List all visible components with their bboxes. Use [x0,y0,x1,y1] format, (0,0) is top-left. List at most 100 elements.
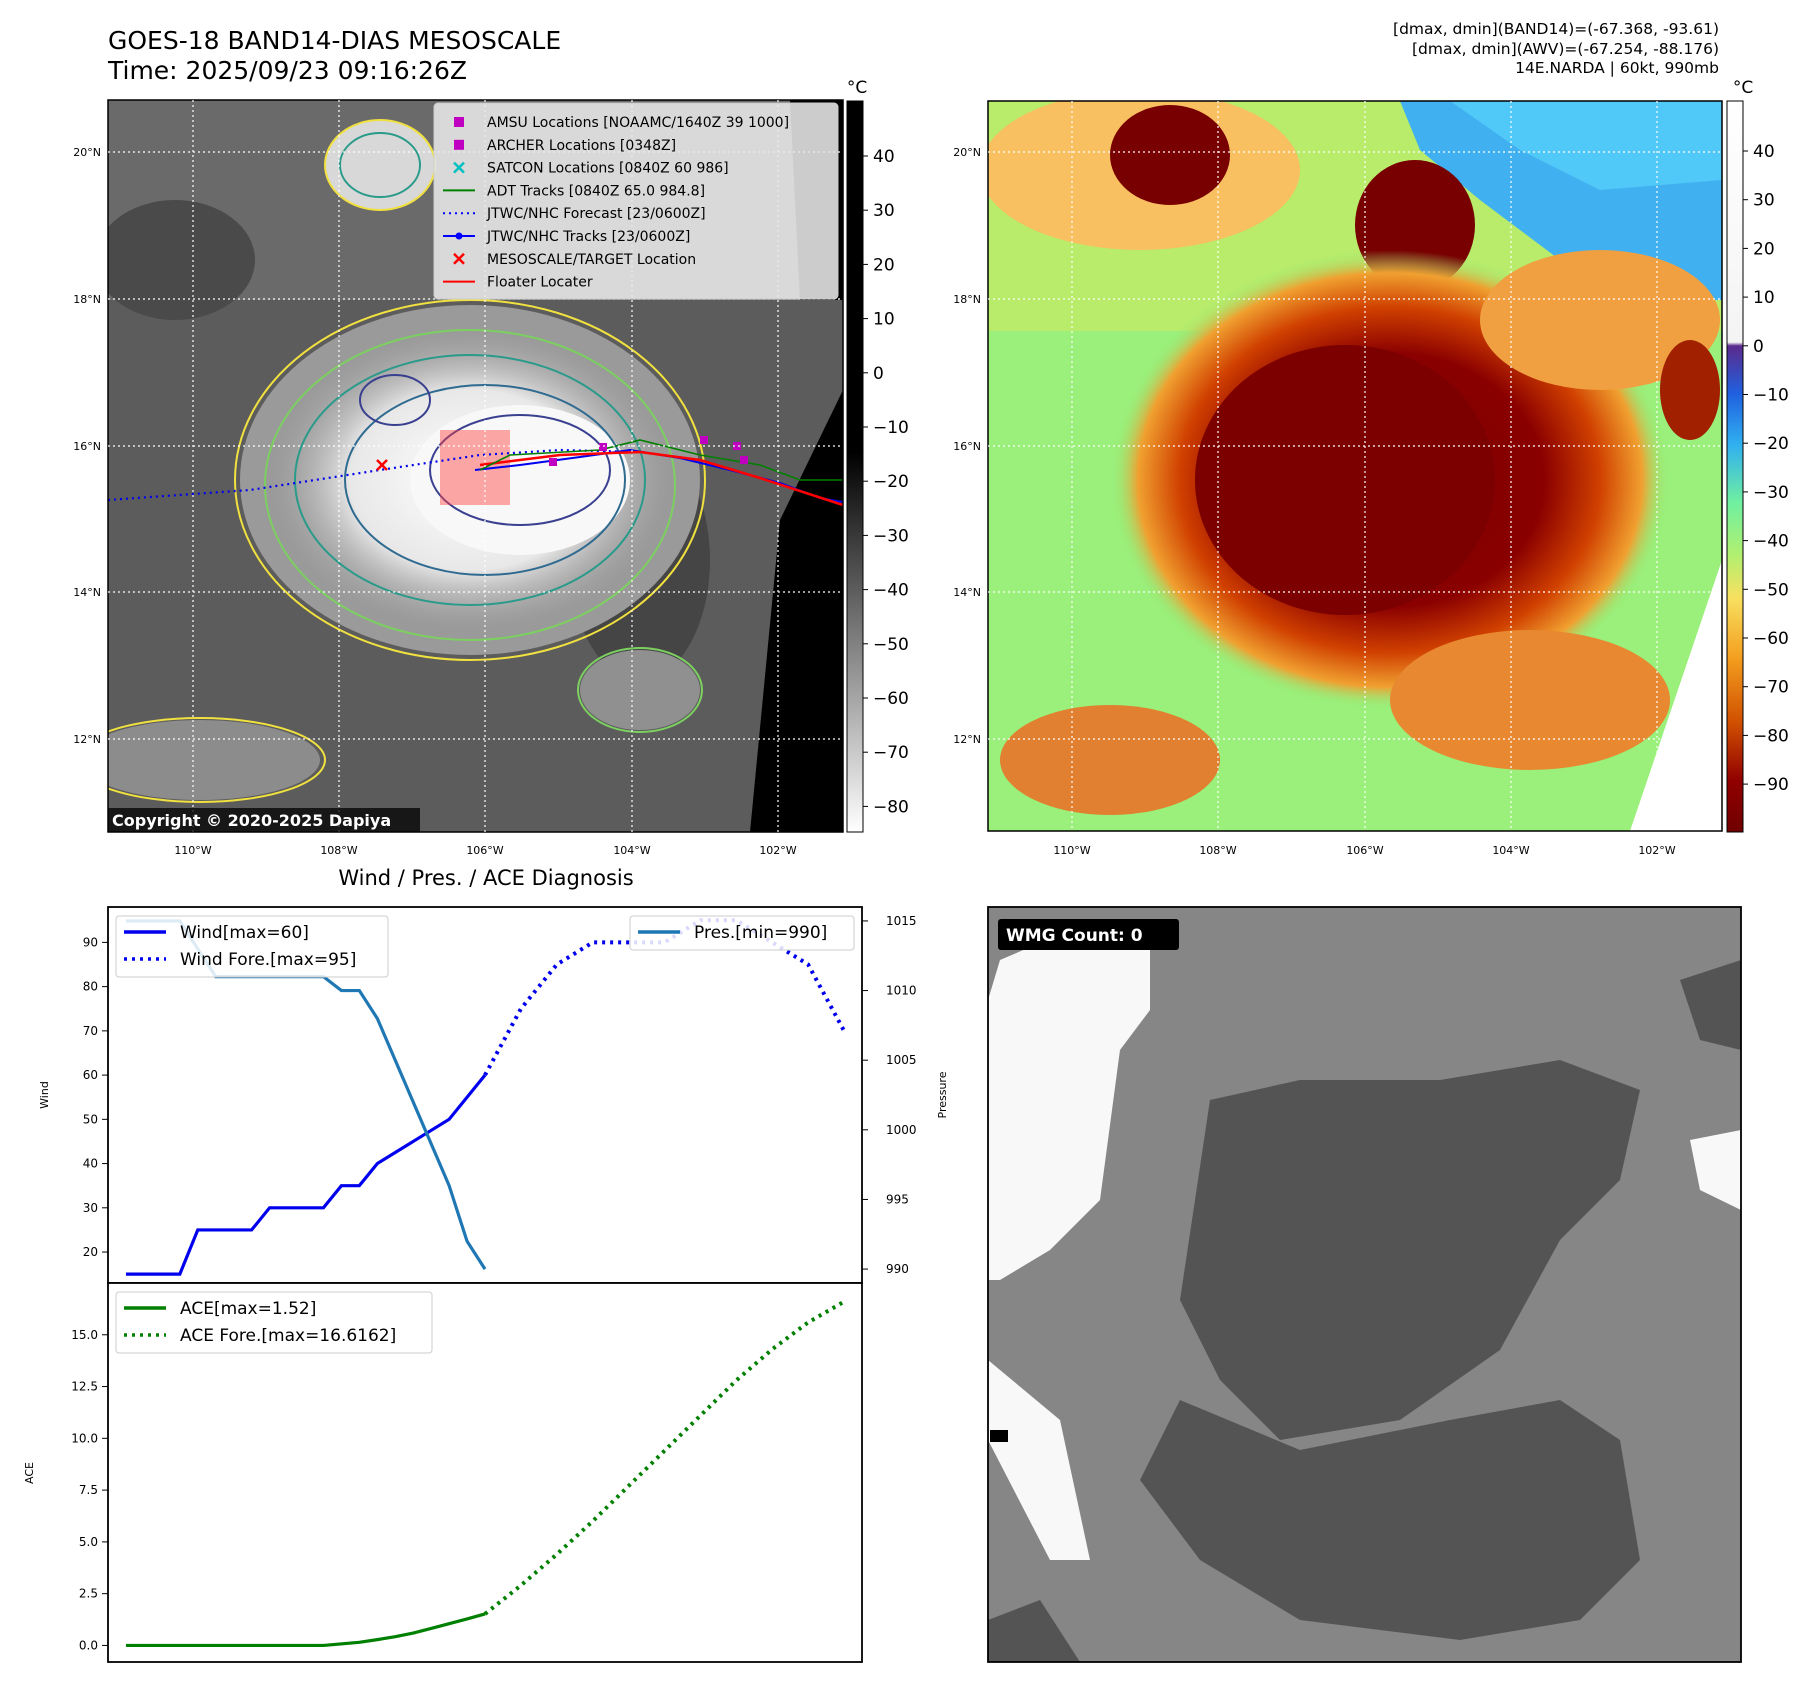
colorbar-tick-label: −10 [873,418,909,438]
lon-tick-label: 104°W [613,844,650,857]
wind-tick-label: 40 [83,1157,98,1171]
pressure-legend: Pres.[min=990] [629,915,855,951]
colorbar-tick-label: −80 [873,797,909,817]
wind-tick-label: 20 [83,1245,98,1259]
legend-marker [453,252,465,265]
colorbar-tick-label: −40 [1753,532,1789,552]
meta-line-1: [dmax, dmin](BAND14)=(-67.368, -93.61) [1393,20,1719,38]
ace-tick-label: 0.0 [79,1638,98,1652]
ace-tick-label: 7.5 [79,1483,98,1497]
lat-tick-label: 16°N [73,440,101,453]
colorbar-tick-label: −30 [1753,483,1789,503]
colorbar-tick-label: −70 [1753,678,1789,698]
ace-axis-label: ACE [23,1462,36,1484]
colorbar-tick-label: −60 [873,689,909,709]
lon-tick-label: 104°W [1492,844,1529,857]
pressure-tick-label: 990 [886,1262,909,1276]
legend-label: ADT Tracks [0840Z 65.0 984.8] [487,183,705,199]
ir-panel: AMSU Locations [NOAAMC/1640Z 39 1000] ARC… [107,99,844,833]
wind-tick-label: 80 [83,980,98,994]
colorbar-tick-label: −50 [873,635,909,655]
legend-label: Wind Fore.[max=95] [180,950,356,970]
colorbar-tick-label: −70 [873,743,909,763]
ace-tick-label: 10.0 [71,1431,98,1445]
series-line [483,918,846,1077]
color-colorbar: °C 40 30 20 10 0 −10 −20 −30 −40 −50 −60 −70 −80 −90 [1726,78,1789,833]
ace-tick-label: 2.5 [79,1587,98,1601]
legend-label: ARCHER Locations [0348Z] [487,138,676,154]
storm-meta: [dmax, dmin](BAND14)=(-67.368, -93.61) [… [1393,20,1719,79]
pressure-tick-label: 1010 [886,984,917,998]
color-panel [987,100,1723,832]
colorbar-tick-label: −40 [873,581,909,601]
lon-tick-label: 106°W [466,844,503,857]
legend-label: SATCON Locations [0840Z 60 986] [487,161,729,177]
legend-label: Pres.[min=990] [694,923,827,943]
ir-colorbar-unit: °C [847,78,867,98]
colorbar-tick-label: −10 [1753,386,1789,406]
lon-tick-label: 110°W [1053,844,1090,857]
wind-tick-label: 90 [83,935,98,949]
ace-tick-label: 15.0 [71,1328,98,1342]
pressure-tick-label: 1000 [886,1123,917,1137]
lon-tick-label: 106°W [1346,844,1383,857]
diagnosis-title: Wind / Pres. / ACE Diagnosis [338,866,633,890]
meta-line-3: 14E.NARDA | 60kt, 990mb [1515,59,1719,77]
wmg-count-label: WMG Count: 0 [1006,926,1143,946]
color-colorbar-unit: °C [1733,78,1753,98]
colorbar-tick-label: 20 [1753,239,1775,259]
colorbar-tick-label: 10 [1753,288,1775,308]
colorbar-tick-label: 0 [873,364,884,384]
ace-tick-label: 12.5 [71,1380,98,1394]
colorbar-tick-label: 30 [873,201,895,221]
product-title: GOES-18 BAND14-DIAS MESOSCALE [108,26,562,55]
ace-legend: ACE[max=1.52] ACE Fore.[max=16.6162] [115,1291,433,1354]
color-graticule [988,101,1722,831]
ace-chart: 0.02.55.07.510.012.515.0ACE[max=1.52]ACE… [23,1282,863,1663]
meta-line-2: [dmax, dmin](AWV)=(-67.254, -88.176) [1412,39,1719,58]
lat-tick-label: 18°N [953,293,981,306]
copyright-text: Copyright © 2020-2025 Dapiya [112,811,391,830]
lon-tick-label: 110°W [174,844,211,857]
colorbar-tick-label: 10 [873,310,895,330]
lat-tick-label: 12°N [73,733,101,746]
legend-label: Wind[max=60] [180,923,309,943]
wind-tick-label: 50 [83,1112,98,1126]
legend-marker [454,117,464,127]
colorbar-tick-label: −60 [1753,629,1789,649]
ace-tick-label: 5.0 [79,1535,98,1549]
colorbar-tick-label: −90 [1753,775,1789,795]
wind-tick-label: 60 [83,1068,98,1082]
wind-pres-chart: 20 30 40 50 60 70 80 90 990 995 1000 1005 1010 1015 Wi… [38,906,949,1284]
series-line [483,1299,846,1616]
colorbar-tick-label: 40 [1753,142,1775,162]
ir-legend: AMSU Locations [NOAAMC/1640Z 39 1000] ARC… [433,102,839,300]
wind-legend: Wind[max=60] Wind Fore.[max=95] [115,915,389,978]
wmg-panel: WMG Count: 0 [987,906,1742,1663]
legend-marker [453,161,465,174]
colorbar-tick-label: 0 [1753,337,1764,357]
pressure-tick-label: 1005 [886,1053,917,1067]
lat-tick-label: 20°N [73,146,101,159]
ir-colorbar: °C 40 30 20 10 0 −10 −20 −30 −40 −50 −60 −70 −80 [846,78,909,833]
series-line [125,1074,487,1276]
wind-tick-label: 30 [83,1201,98,1215]
colorbar-tick-label: −20 [873,472,909,492]
colorbar-tick-label: −20 [1753,434,1789,454]
colorbar-tick-label: −50 [1753,580,1789,600]
lat-tick-label: 18°N [73,293,101,306]
lat-tick-label: 16°N [953,440,981,453]
pressure-tick-label: 1015 [886,914,917,928]
wind-tick-label: 70 [83,1024,98,1038]
color-image [988,101,1722,831]
ir-frame [107,99,844,833]
lat-tick-label: 14°N [73,586,101,599]
legend-label: ACE[max=1.52] [180,1299,316,1319]
legend-marker [455,232,463,240]
lon-tick-label: 108°W [1199,844,1236,857]
ir-lon-labels: 110°W 108°W 106°W 104°W 102°W [174,844,796,857]
legend-marker [454,139,464,150]
legend-label: Floater Locater [487,275,593,291]
colorbar-tick-label: 40 [873,147,895,167]
